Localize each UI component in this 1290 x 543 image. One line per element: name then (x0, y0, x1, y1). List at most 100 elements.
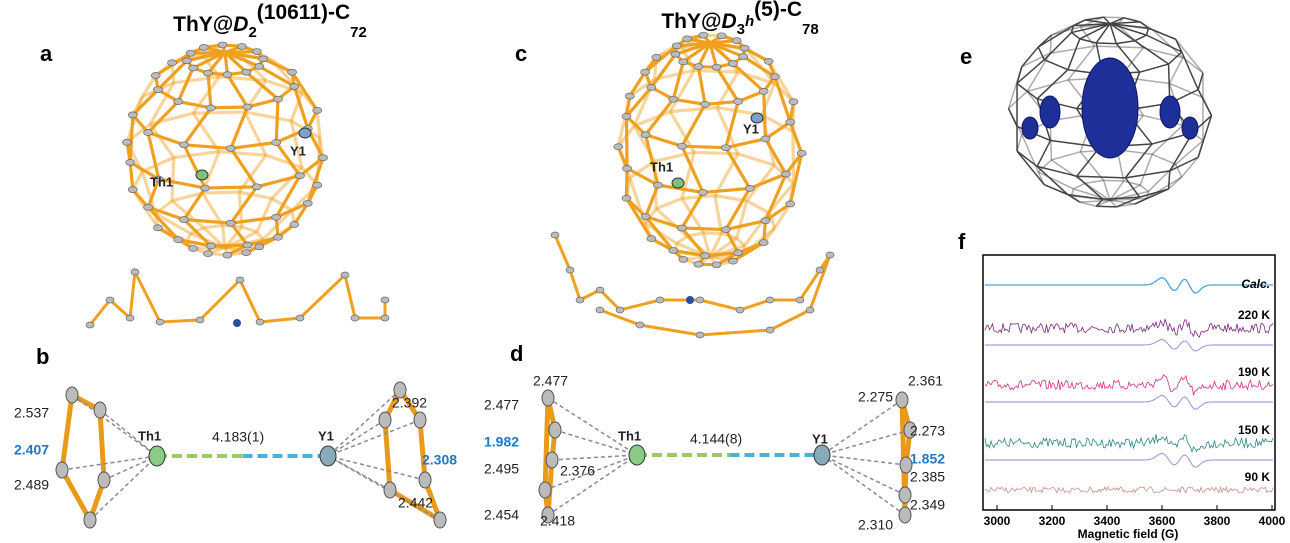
panel-label: e (960, 44, 972, 69)
trace-label: 190 K (1238, 365, 1270, 379)
fit-trace (985, 396, 1273, 410)
atom (701, 253, 710, 259)
atom (218, 42, 227, 48)
metal-atom (299, 128, 311, 138)
bond-length: 2.275 (858, 389, 893, 405)
atom (144, 204, 153, 210)
cage-bond (1149, 164, 1176, 191)
cage-bond (694, 70, 738, 72)
atom (770, 74, 779, 80)
atom (243, 104, 252, 110)
cage-bond (747, 165, 775, 201)
metal-atom (686, 296, 694, 304)
panel-title: ThY@D3h(5)-C78 (661, 0, 818, 38)
cage-bond (242, 227, 257, 232)
atom (786, 201, 795, 207)
spin-density (1040, 96, 1060, 128)
cage-bond (1051, 152, 1080, 160)
atom (242, 69, 251, 75)
cage-bond (1104, 17, 1124, 18)
cage-bond (184, 145, 231, 149)
atom (313, 182, 322, 188)
atom (698, 189, 707, 195)
atom (696, 297, 704, 303)
spectrum-trace (985, 487, 1273, 493)
atom (237, 43, 246, 49)
x-tick-label: 3000 (984, 514, 1011, 528)
bond-length: 2.537 (14, 405, 49, 421)
spin-density (1022, 117, 1038, 139)
atom (156, 319, 164, 325)
atom (226, 145, 235, 151)
cage-bond (1124, 181, 1140, 185)
atom (761, 136, 770, 142)
title-part: h (745, 13, 754, 30)
title-part: ThY@ (661, 10, 721, 33)
atom (290, 83, 299, 89)
coordination (72, 395, 157, 456)
metal-atom (149, 446, 165, 466)
atom (381, 315, 389, 321)
cage-bond (204, 225, 223, 227)
panel-label: b (36, 344, 49, 369)
coordination (822, 455, 905, 515)
cage-bond (219, 152, 266, 156)
cage-bond (1073, 183, 1085, 189)
coordination (328, 456, 390, 490)
atom (549, 422, 561, 438)
figure: a b c d e f ThY@D2(10611)-C72ThY@D3h(5)-… (0, 0, 1290, 543)
bond-length: 1.852 (910, 451, 945, 467)
metal-atom (629, 445, 645, 465)
cage-bond (1116, 41, 1134, 44)
cage-bond (1140, 64, 1169, 72)
panel-label: d (510, 341, 523, 366)
atom (341, 272, 349, 278)
cage-bond (174, 152, 219, 158)
cage (614, 32, 806, 268)
bond-length: 2.495 (484, 461, 519, 477)
atom (736, 307, 744, 313)
cage-bond (682, 196, 715, 199)
cage-bond (317, 110, 320, 137)
atom (576, 297, 584, 303)
cage-bond (1152, 154, 1176, 164)
atom (290, 222, 299, 228)
atom (379, 412, 391, 428)
cage-bond (148, 133, 184, 145)
atom (677, 225, 686, 231)
atom (151, 72, 160, 78)
cage-bond (1125, 144, 1152, 178)
atom (696, 332, 704, 338)
cage-bond (184, 145, 205, 188)
bond-length: 2.442 (398, 495, 433, 511)
spectrum-trace (985, 434, 1273, 452)
cage-bond (793, 132, 794, 184)
title-part: D (233, 13, 248, 36)
atom (701, 101, 710, 107)
atom-label: Y1 (318, 428, 334, 443)
atom (419, 472, 431, 488)
atom (616, 307, 624, 313)
atom (694, 64, 703, 70)
cage-bond (1182, 157, 1198, 177)
cage-bond (193, 112, 245, 113)
atom (243, 242, 252, 248)
x-tick-label: 3800 (1204, 514, 1231, 528)
cage-bond (1080, 202, 1096, 206)
cage-bond (1140, 185, 1148, 191)
cage-bond (715, 196, 747, 201)
cage-bond (1169, 171, 1170, 189)
cage-bond (245, 112, 266, 155)
bond-length: 2.349 (910, 497, 945, 513)
atom (542, 390, 554, 406)
bond-length: 2.454 (484, 507, 519, 523)
atom (796, 297, 804, 303)
atom (683, 36, 692, 42)
panel-title: ThY@D2(10611)-C72 (173, 1, 367, 41)
atom (671, 51, 680, 57)
cage-bond (1080, 27, 1094, 46)
atom (204, 251, 213, 257)
atom (201, 185, 210, 191)
title-part: 2 (248, 24, 256, 41)
spectrum-trace (985, 319, 1273, 337)
